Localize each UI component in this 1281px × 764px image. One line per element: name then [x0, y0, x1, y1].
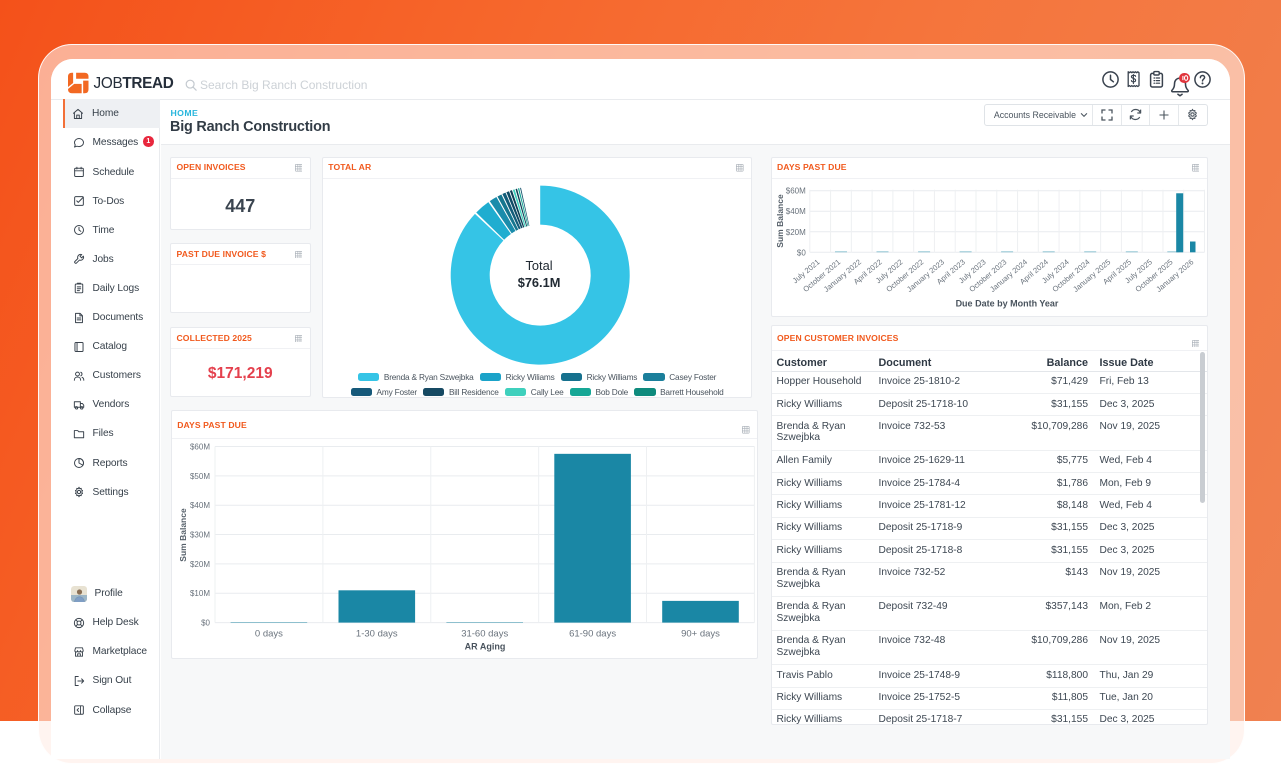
- svg-text:31-60 days: 31-60 days: [461, 628, 508, 639]
- svg-text:$0: $0: [201, 618, 210, 627]
- svg-text:$40M: $40M: [785, 207, 805, 216]
- svg-text:$20M: $20M: [785, 227, 805, 236]
- svg-text:$10M: $10M: [190, 589, 210, 598]
- svg-text:90+ days: 90+ days: [681, 628, 720, 639]
- svg-text:Sum Balance: Sum Balance: [775, 194, 785, 248]
- svg-text:$50M: $50M: [190, 471, 210, 480]
- svg-text:$60M: $60M: [785, 186, 805, 195]
- svg-text:$60M: $60M: [190, 442, 210, 451]
- svg-text:AR Aging: AR Aging: [464, 641, 505, 651]
- svg-text:0 days: 0 days: [255, 628, 283, 639]
- svg-text:$30M: $30M: [190, 530, 210, 539]
- svg-text:Sum Balance: Sum Balance: [178, 508, 188, 562]
- svg-text:$40M: $40M: [190, 501, 210, 510]
- svg-text:61-90 days: 61-90 days: [569, 628, 616, 639]
- svg-text:1-30 days: 1-30 days: [356, 628, 398, 639]
- svg-text:Due Date by Month Year: Due Date by Month Year: [955, 298, 1058, 308]
- svg-text:$0: $0: [796, 248, 805, 257]
- svg-text:$20M: $20M: [190, 560, 210, 569]
